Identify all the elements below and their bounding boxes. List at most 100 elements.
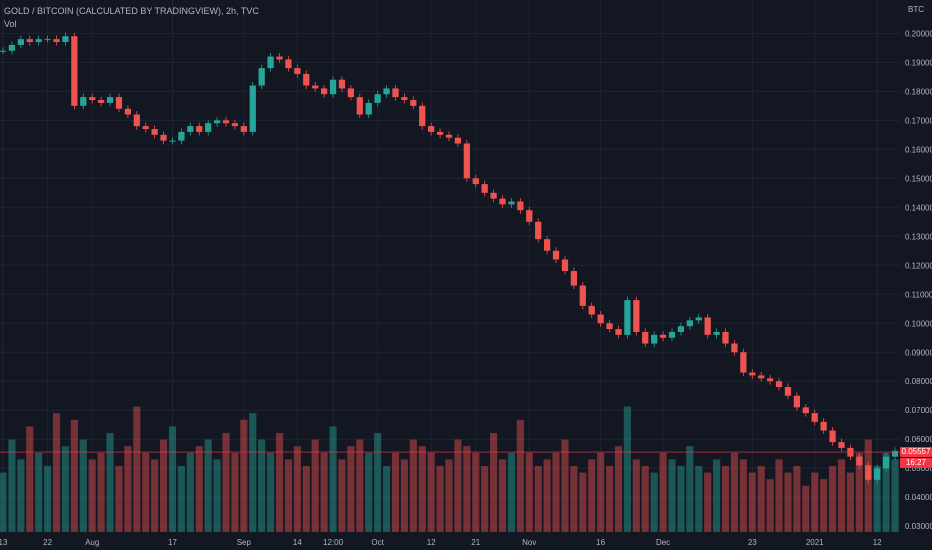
candle-body bbox=[481, 184, 488, 193]
price-tick-label: 0.15000 bbox=[905, 174, 932, 183]
price-tick-label: 0.07000 bbox=[905, 406, 932, 415]
volume-bar bbox=[374, 433, 382, 532]
price-candles bbox=[0, 32, 899, 484]
grid-lines bbox=[0, 0, 900, 532]
volume-bar bbox=[516, 419, 524, 532]
last-price-tag: 0.05557 bbox=[900, 447, 932, 458]
candle-body bbox=[151, 129, 158, 135]
candle-body bbox=[26, 39, 33, 43]
price-unit-label: BTC bbox=[908, 5, 924, 14]
candle-body bbox=[811, 413, 818, 422]
candle-body bbox=[62, 36, 69, 43]
price-tick-label: 0.14000 bbox=[905, 203, 932, 212]
volume-bar bbox=[757, 466, 765, 532]
volume-bar bbox=[677, 466, 685, 532]
volume-bar bbox=[864, 439, 872, 532]
time-tick-label: 22 bbox=[43, 538, 52, 547]
volume-bar bbox=[445, 459, 453, 532]
volume-bar bbox=[35, 452, 43, 532]
volume-bar bbox=[507, 452, 516, 532]
volume-bar bbox=[275, 433, 284, 532]
volume-bar bbox=[115, 466, 123, 532]
candle-body bbox=[392, 88, 399, 98]
volume-bar bbox=[570, 466, 578, 532]
candle-body bbox=[838, 442, 845, 448]
time-tick-label: Oct bbox=[371, 538, 384, 547]
candle-body bbox=[766, 378, 774, 382]
volume-bar bbox=[766, 479, 774, 532]
volume-bar bbox=[713, 459, 721, 532]
volume-bar bbox=[240, 419, 248, 532]
volume-bar bbox=[802, 485, 810, 532]
candle-body bbox=[731, 343, 738, 353]
candle-body bbox=[624, 300, 631, 335]
volume-bar bbox=[0, 472, 7, 532]
time-tick-label: 17 bbox=[168, 538, 177, 547]
volume-bar bbox=[641, 466, 649, 532]
candle-body bbox=[428, 126, 435, 132]
price-tick-label: 0.04000 bbox=[905, 493, 932, 502]
time-axis[interactable]: 13 22 Aug 17 Sep 14 12:00 Oct 12 21 Nov 16 Dec 23 2021… bbox=[0, 538, 882, 547]
price-tick-label: 0.05000 bbox=[905, 464, 932, 473]
volume-bar bbox=[561, 439, 569, 532]
candle-body bbox=[53, 39, 60, 43]
time-tick-label: 12 bbox=[873, 538, 882, 547]
candle-body bbox=[704, 317, 711, 335]
time-tick-label: Aug bbox=[85, 538, 99, 547]
volume-bar bbox=[837, 459, 846, 532]
candle-body bbox=[401, 97, 408, 101]
candle-body bbox=[713, 331, 720, 335]
price-tick-label: 0.16000 bbox=[905, 145, 932, 154]
price-tick-label: 0.08000 bbox=[905, 377, 932, 386]
volume-bar bbox=[811, 472, 819, 532]
volume-bar bbox=[249, 413, 257, 532]
volume-bar bbox=[106, 433, 114, 532]
volume-bar bbox=[588, 459, 596, 532]
candle-body bbox=[445, 134, 453, 138]
volume-bar bbox=[26, 426, 34, 532]
candle-body bbox=[303, 73, 310, 86]
candle-body bbox=[222, 120, 230, 124]
candle-body bbox=[606, 323, 613, 330]
volume-bar bbox=[293, 446, 301, 532]
candle-body bbox=[499, 198, 506, 205]
candle-body bbox=[240, 126, 247, 132]
candle-body bbox=[668, 331, 676, 338]
candle-body bbox=[579, 285, 586, 306]
bar-countdown-tag: 16:27 bbox=[900, 458, 932, 469]
price-tick-label: 0.09000 bbox=[905, 348, 932, 357]
volume-bar bbox=[356, 439, 364, 532]
volume-bar bbox=[784, 472, 792, 532]
symbol-title[interactable]: GOLD / BITCOIN (CALCULATED BY TRADINGVIE… bbox=[4, 6, 259, 16]
candle-body bbox=[0, 50, 7, 52]
volume-bar bbox=[17, 459, 25, 532]
volume-bar bbox=[61, 446, 70, 532]
volume-bar bbox=[579, 472, 587, 532]
price-tick-label: 0.10000 bbox=[905, 319, 932, 328]
volume-bar bbox=[52, 413, 61, 532]
candle-body bbox=[633, 300, 640, 332]
candle-body bbox=[570, 271, 578, 286]
price-axis[interactable]: 0.20000 0.19000 0.18000 0.17000 0.16000 0.150… bbox=[905, 29, 932, 531]
volume-bar bbox=[267, 452, 275, 532]
volume-bar bbox=[329, 426, 337, 532]
candle-body bbox=[535, 221, 542, 240]
volume-indicator-label[interactable]: Vol bbox=[4, 19, 17, 29]
volume-bar bbox=[481, 466, 489, 532]
candle-body bbox=[187, 126, 194, 132]
volume-bar bbox=[650, 472, 658, 532]
candle-body bbox=[749, 372, 756, 376]
candle-body bbox=[178, 131, 185, 141]
volume-bar bbox=[338, 459, 346, 532]
volume-bar bbox=[365, 452, 373, 532]
volume-bar bbox=[347, 446, 355, 532]
candle-body bbox=[597, 314, 604, 324]
time-tick-label: Nov bbox=[522, 538, 536, 547]
candle-body bbox=[169, 140, 176, 142]
candle-body bbox=[71, 36, 78, 106]
candle-body bbox=[588, 305, 595, 315]
volume-bar bbox=[820, 479, 828, 532]
candle-body bbox=[436, 131, 444, 135]
volume-bar bbox=[97, 452, 105, 532]
